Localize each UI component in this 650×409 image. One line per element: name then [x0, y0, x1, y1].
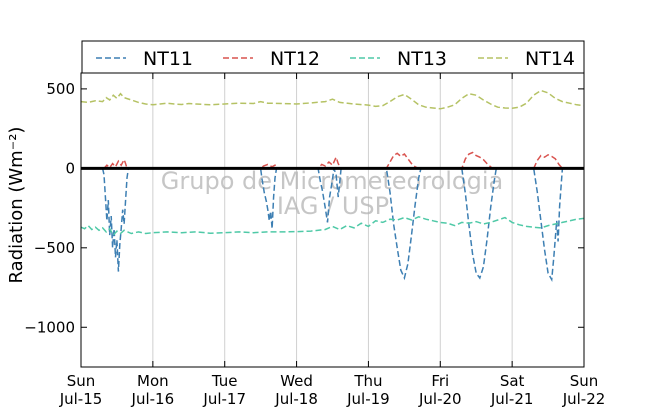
x-tick-date-1: Jul-16 — [131, 390, 175, 408]
grid-lines — [152, 73, 513, 367]
x-tick-day-5: Fri — [431, 372, 449, 390]
x-tick-day-7: Sun — [570, 372, 599, 390]
x-tick-date-7: Jul-22 — [562, 390, 606, 408]
watermark-line-2: IAG / USP — [277, 192, 389, 220]
x-tick-day-4: Thu — [353, 372, 382, 390]
y-tick-label-1: 0 — [65, 159, 75, 177]
series-line-nt13 — [81, 215, 584, 237]
x-tick-date-3: Jul-18 — [274, 390, 318, 408]
legend: NT11 NT12 NT13 NT14 — [81, 40, 585, 74]
x-tick-date-0: Jul-15 — [59, 390, 103, 408]
x-tick-day-0: Sun — [67, 372, 96, 390]
x-tick-day-3: Wed — [280, 372, 313, 390]
x-tick-day-1: Mon — [137, 372, 169, 390]
y-axis-label: Radiation (Wm⁻²) — [6, 127, 27, 284]
legend-label-nt11: NT11 — [143, 48, 193, 70]
y-tick-label-2: −500 — [34, 239, 75, 257]
y-tick-label-3: −1000 — [24, 318, 75, 336]
legend-label-nt14: NT14 — [525, 48, 575, 70]
legend-label-nt12: NT12 — [270, 48, 320, 70]
plot-background — [81, 73, 584, 367]
x-tick-date-6: Jul-21 — [490, 390, 534, 408]
x-tick-date-5: Jul-20 — [418, 390, 462, 408]
x-tick-day-2: Tue — [211, 372, 238, 390]
y-axis-ticks: 500 0 −500 −1000 — [24, 80, 584, 336]
x-axis-ticks: SunJul-15MonJul-16TueJul-17WedJul-18ThuJ… — [59, 73, 606, 408]
x-tick-date-4: Jul-19 — [346, 390, 390, 408]
legend-frame — [81, 40, 585, 74]
series-line-nt14 — [81, 89, 584, 110]
watermark: Grupo de Micrometeorologia IAG / USP — [161, 167, 503, 220]
y-tick-label-0: 500 — [46, 80, 75, 98]
x-tick-day-6: Sat — [500, 372, 525, 390]
watermark-line-1: Grupo de Micrometeorologia — [161, 167, 503, 195]
legend-label-nt13: NT13 — [397, 48, 447, 70]
x-tick-date-2: Jul-17 — [202, 390, 246, 408]
